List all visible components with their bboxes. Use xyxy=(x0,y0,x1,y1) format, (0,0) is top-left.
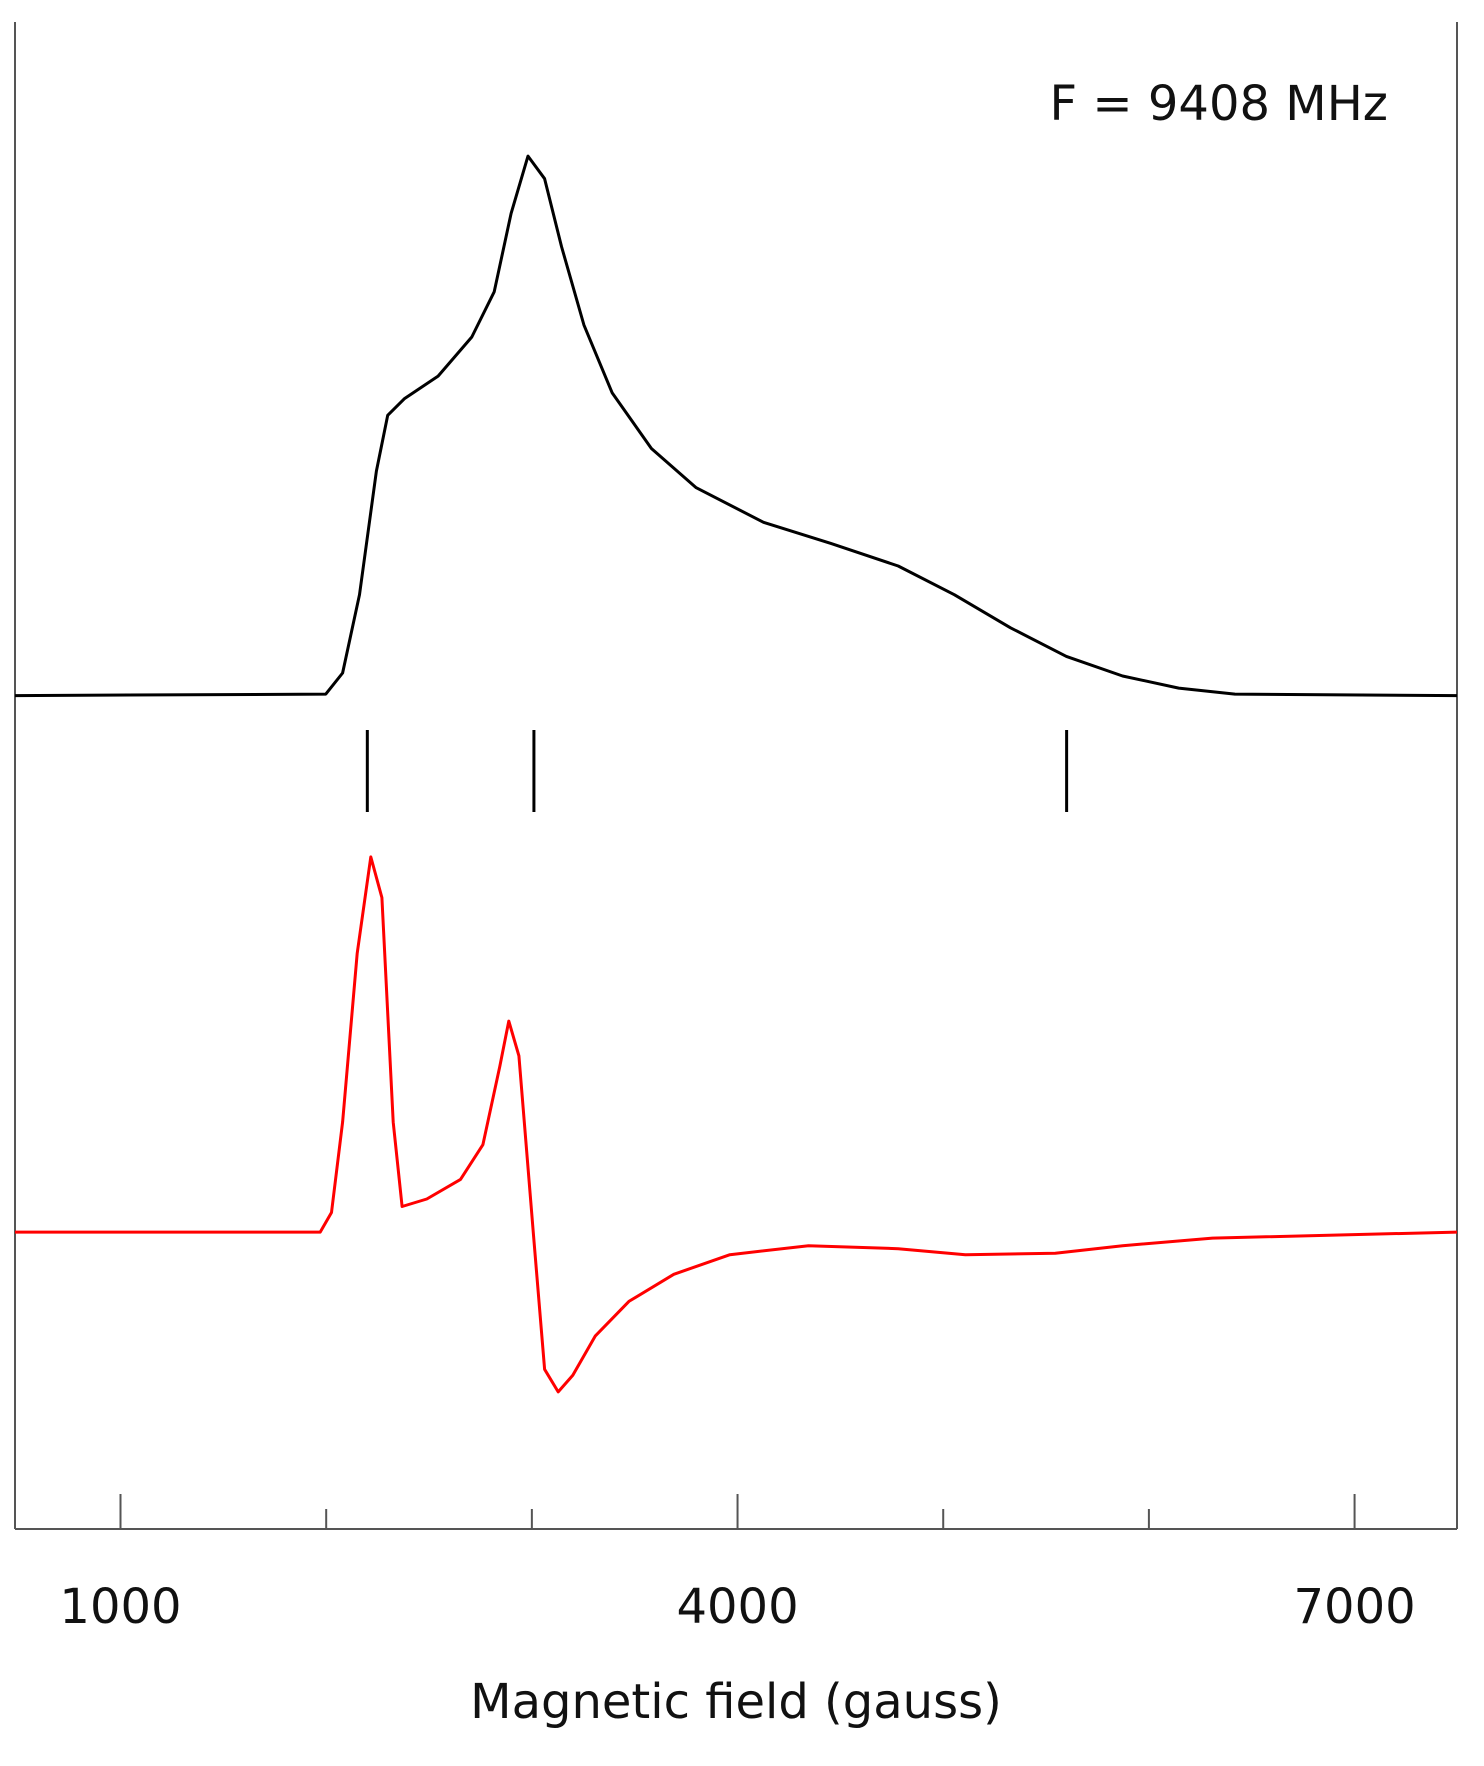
spectrum-line xyxy=(14,154,1458,698)
annotation: F = 9408 MHz xyxy=(1050,76,1388,132)
x-axis-label: Magnetic field (gauss) xyxy=(470,1674,1002,1730)
x-tick-label: 1000 xyxy=(59,1579,181,1635)
x-tick-label: 7000 xyxy=(1293,1579,1415,1635)
x-tick-label: 4000 xyxy=(676,1579,798,1635)
spectrum-line xyxy=(15,855,1458,1394)
